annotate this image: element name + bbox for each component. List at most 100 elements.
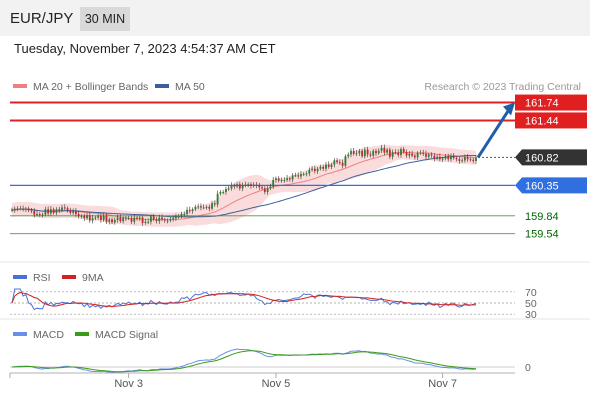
candle-body	[147, 221, 150, 223]
candle-body	[138, 217, 141, 219]
candle-body	[383, 147, 386, 153]
forecast-arrow	[476, 108, 511, 159]
candle-body	[447, 156, 450, 160]
forecast-arrow-head	[503, 102, 515, 116]
header-bar: EUR/JPY 30 MIN	[0, 0, 590, 36]
candle-body	[69, 209, 72, 213]
candle-body	[338, 162, 341, 164]
candle-body	[30, 210, 33, 212]
candle-body	[83, 215, 86, 219]
source-credit: Research © 2023 Trading Central	[424, 81, 581, 93]
candle-body	[74, 211, 77, 215]
candle-body	[211, 203, 213, 209]
candle-body	[200, 206, 202, 208]
candle-body	[275, 178, 277, 181]
rsi-level-label: 30	[525, 309, 537, 321]
candle-body	[44, 209, 47, 215]
legend-macd-signal-label: MACD Signal	[95, 329, 158, 341]
candle-body	[38, 214, 41, 216]
candle-body	[222, 191, 225, 193]
timestamp: Tuesday, November 7, 2023 4:54:37 AM CET	[14, 41, 276, 56]
candle-body	[152, 216, 155, 220]
rsi-line	[11, 288, 477, 311]
candle-body	[302, 174, 305, 176]
candle-body	[411, 153, 414, 156]
x-tick-label: Nov 5	[262, 378, 291, 390]
candle-body	[102, 215, 105, 220]
candle-body	[113, 219, 116, 223]
candle-body	[205, 206, 208, 208]
rsi-ma-line	[11, 291, 476, 308]
candle-body	[61, 207, 63, 211]
candle-body	[297, 175, 300, 177]
candle-body	[233, 185, 236, 187]
candle-body	[308, 169, 311, 174]
candle-body	[55, 209, 58, 213]
macd-line	[11, 348, 477, 374]
candle-body	[144, 221, 147, 223]
candle-body	[366, 149, 369, 155]
candle-body	[22, 208, 25, 210]
candle-body	[41, 214, 44, 216]
legend-rsi-swatch	[13, 275, 27, 279]
candle-body	[19, 208, 22, 210]
candle-body	[419, 152, 422, 154]
resistance-tag	[515, 112, 587, 129]
x-tick-label: Nov 3	[114, 378, 143, 390]
candle-body	[369, 154, 372, 156]
target-label: 159.84	[525, 211, 559, 223]
support-label: 160.35	[525, 180, 559, 192]
candle-body	[433, 155, 436, 159]
candle-body	[125, 218, 127, 220]
candle-body	[47, 209, 50, 214]
legend-ma20-swatch	[13, 84, 27, 88]
candle-body	[86, 215, 88, 219]
support-tag	[515, 177, 587, 194]
candle-body	[230, 185, 233, 189]
legend-rsi-label: RSI	[33, 272, 51, 284]
candle-body	[352, 150, 355, 154]
candle-body	[213, 203, 216, 205]
candle-body	[375, 150, 377, 154]
candle-body	[66, 208, 69, 210]
candle-body	[347, 154, 350, 157]
legend-ma20-label: MA 20 + Bollinger Bands	[33, 81, 148, 93]
candle-body	[358, 150, 361, 154]
candle-body	[283, 180, 286, 182]
candle-body	[250, 184, 252, 187]
candle-body	[111, 219, 113, 223]
candle-body	[458, 159, 461, 161]
last-price-tag	[515, 149, 587, 166]
candle-body	[316, 168, 319, 172]
candle-body	[108, 219, 111, 222]
candle-body	[11, 209, 13, 211]
candle-body	[177, 215, 180, 218]
legend-macd-label: MACD	[33, 329, 64, 341]
candle-body	[158, 217, 161, 222]
macd-zero-label: 0	[525, 362, 531, 374]
candle-body	[469, 159, 472, 161]
candle-body	[24, 208, 27, 210]
candle-body	[27, 208, 30, 211]
candle-body	[52, 209, 55, 213]
candle-body	[225, 188, 227, 192]
candle-body	[166, 220, 169, 222]
candle-body	[463, 157, 466, 161]
candle-body	[475, 157, 477, 161]
candle-body	[227, 188, 230, 190]
candle-body	[405, 152, 408, 156]
candle-body	[466, 157, 469, 160]
candle-body	[186, 209, 188, 215]
candle-body	[430, 154, 433, 156]
candle-body	[344, 156, 347, 166]
candle-body	[277, 178, 280, 181]
candle-body	[63, 207, 66, 209]
candle-body	[94, 217, 97, 219]
candle-body	[169, 219, 172, 221]
timeframe-button[interactable]: 30 MIN	[80, 7, 130, 31]
candle-body	[194, 206, 197, 210]
candle-body	[202, 207, 205, 209]
candle-body	[386, 149, 388, 153]
candle-body	[472, 159, 475, 161]
candle-body	[444, 156, 447, 159]
